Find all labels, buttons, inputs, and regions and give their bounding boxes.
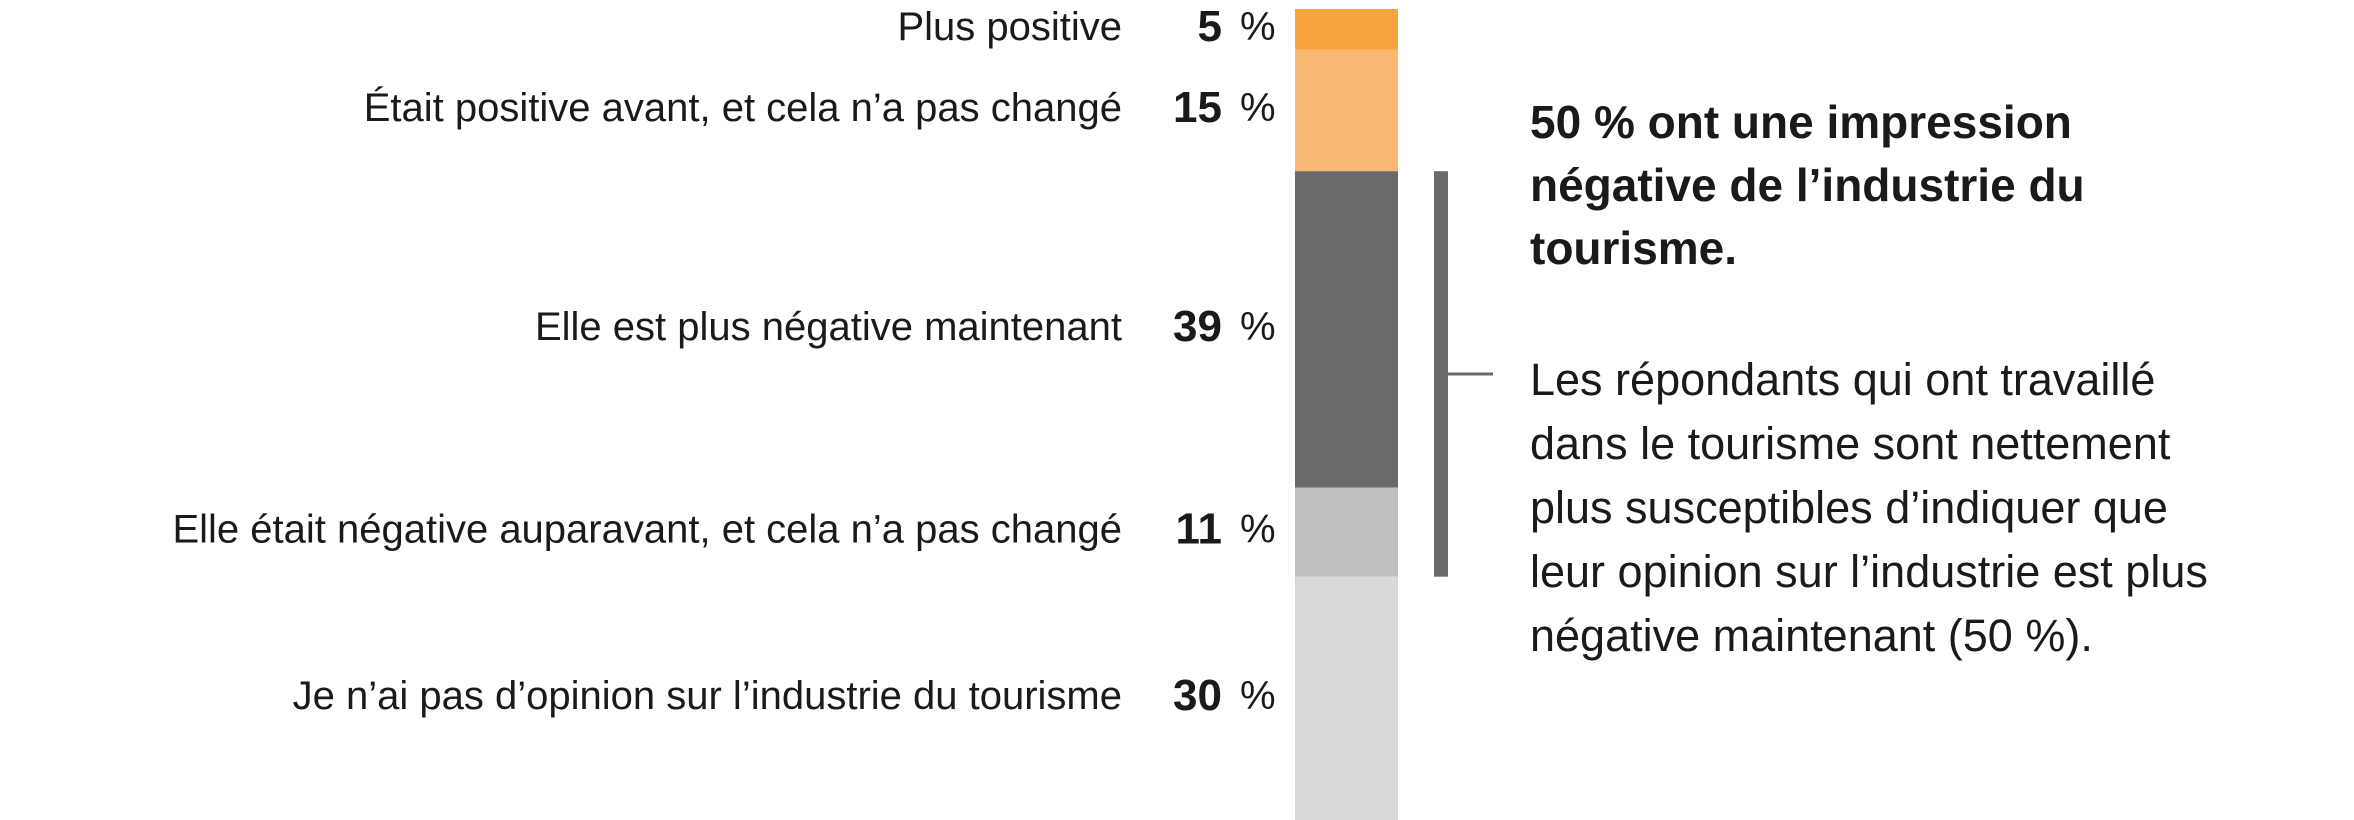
annotation-body: plus susceptibles d’indiquer que xyxy=(1530,482,2168,533)
value-label: 5 xyxy=(1198,2,1222,51)
annotation-body: Les répondants qui ont travaillé xyxy=(1530,354,2155,405)
annotation-body: négative maintenant (50 %). xyxy=(1530,610,2093,661)
bar-segment xyxy=(1295,171,1398,488)
value-label: 15 xyxy=(1173,83,1222,132)
annotation-title: négative de l’industrie du xyxy=(1530,159,2085,211)
bar-segment xyxy=(1295,49,1398,172)
unit-label: % xyxy=(1240,5,1276,49)
category-label: Était positive avant, et cela n’a pas ch… xyxy=(364,85,1122,130)
value-label: 30 xyxy=(1173,671,1222,720)
bar-segment xyxy=(1295,576,1398,820)
bar-segment xyxy=(1295,487,1398,577)
category-label: Elle est plus négative maintenant xyxy=(535,305,1122,349)
annotation-body: leur opinion sur l’industrie est plus xyxy=(1530,546,2208,597)
value-label: 39 xyxy=(1173,302,1222,351)
unit-label: % xyxy=(1240,86,1276,130)
bracket xyxy=(1434,171,1448,577)
unit-label: % xyxy=(1240,305,1276,349)
category-label: Plus positive xyxy=(897,5,1122,49)
unit-label: % xyxy=(1240,674,1276,718)
category-label: Je n’ai pas d’opinion sur l’industrie du… xyxy=(293,674,1122,718)
annotation-body: dans le tourisme sont nettement xyxy=(1530,418,2171,469)
category-label: Elle était négative auparavant, et cela … xyxy=(172,508,1122,552)
unit-label: % xyxy=(1240,508,1276,552)
annotation-title: tourisme. xyxy=(1530,222,1737,274)
annotation-title: 50 % ont une impression xyxy=(1530,96,2072,148)
value-label: 11 xyxy=(1175,505,1222,554)
bar-segment xyxy=(1295,9,1398,50)
